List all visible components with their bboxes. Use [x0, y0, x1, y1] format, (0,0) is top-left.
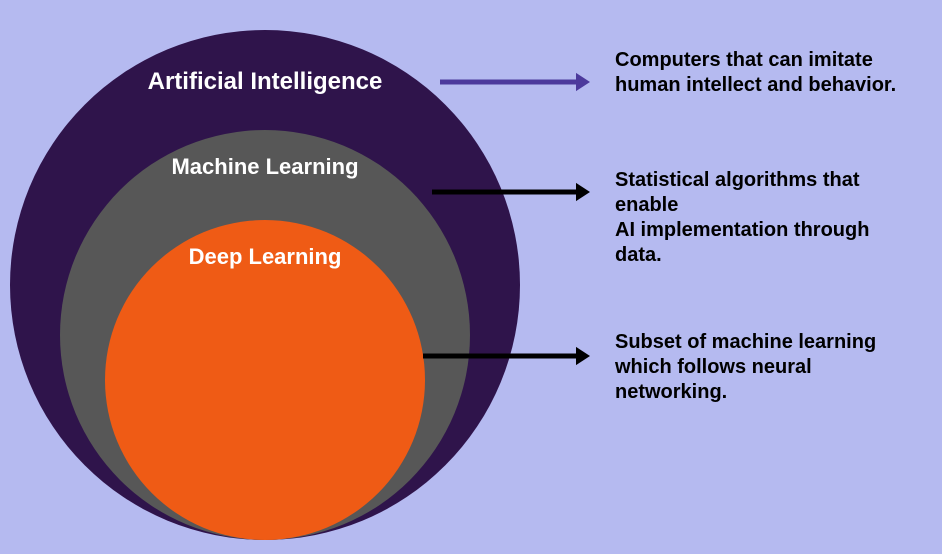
desc-ai: Computers that can imitate human intelle… [615, 48, 915, 98]
diagram-canvas: Artificial Intelligence Machine Learning… [0, 0, 942, 554]
desc-dl: Subset of machine learning which follows… [615, 330, 915, 405]
desc-ml: Statistical algorithms that enable AI im… [615, 168, 915, 268]
